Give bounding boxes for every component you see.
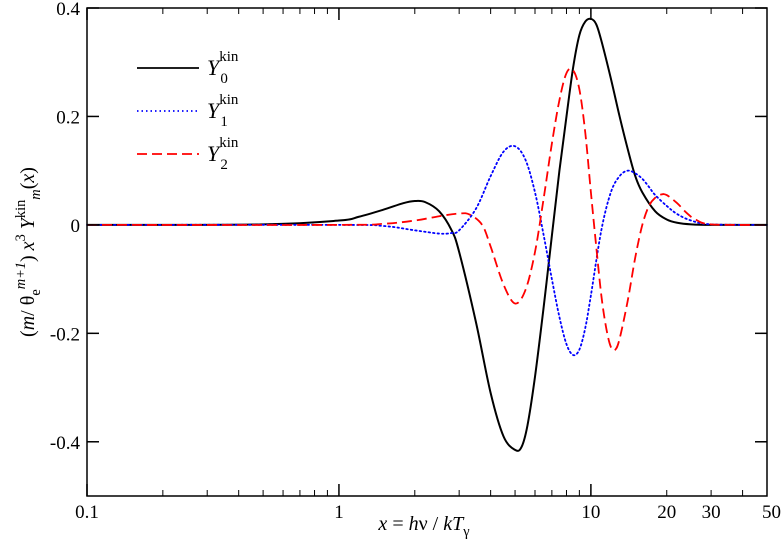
legend-label-1: Ykin 1: [207, 92, 239, 130]
legend-label-0: Ykin 0: [207, 49, 239, 87]
y-tick-label: -0.4: [50, 433, 81, 454]
x-tick-label: 30: [702, 502, 721, 523]
x-tick-label: 0.1: [75, 502, 99, 523]
y-tick-label: 0.4: [56, 0, 80, 20]
tick-layer: 0.1 1 10 20 30 50 -0.4 -0.2 0 0.2 0.4: [50, 0, 781, 523]
legend-label-2: Ykin 2: [207, 135, 239, 173]
series-line-0: [86, 17, 768, 452]
x-tick-label: 20: [657, 502, 676, 523]
legend: Ykin 0 Ykin 1 Ykin 2: [137, 49, 239, 173]
x-tick-label: 1: [334, 502, 344, 523]
series-line-1: [86, 144, 768, 357]
y-tick-label: 0: [71, 216, 81, 237]
x-tick-label: 50: [762, 502, 781, 523]
x-tick-label: 10: [581, 502, 600, 523]
x-axis-title: x = hν / kTγ: [377, 513, 470, 540]
series-line-2: [86, 67, 768, 352]
series-layer: [86, 17, 768, 452]
y-axis-title: (m/ θem+1) x3 Ykinm(x): [13, 167, 44, 337]
y-tick-label: 0.2: [56, 107, 80, 128]
y-tick-label: -0.2: [50, 324, 80, 345]
plot-frame: [86, 7, 768, 497]
